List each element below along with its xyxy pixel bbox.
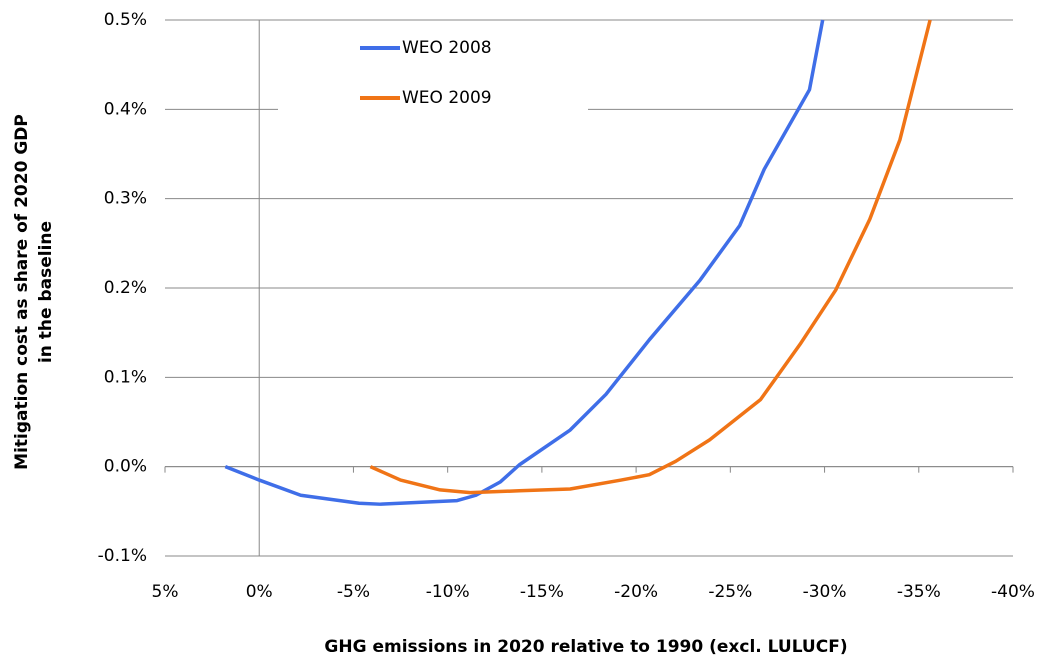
x-tick-label: 5% xyxy=(152,582,179,602)
y-tick-label: 0.2% xyxy=(104,278,147,298)
legend-label: WEO 2009 xyxy=(402,88,492,108)
x-tick-label: -10% xyxy=(426,582,470,602)
y-axis-title: in the baseline xyxy=(36,221,56,363)
x-axis-title: GHG emissions in 2020 relative to 1990 (… xyxy=(324,637,847,657)
legend-box xyxy=(278,30,588,118)
line xyxy=(369,19,932,495)
y-tick-label: -0.1% xyxy=(98,546,147,566)
line xyxy=(224,19,825,506)
x-tick-label: 0% xyxy=(246,582,273,602)
legend-label: WEO 2008 xyxy=(402,38,492,58)
y-tick-label: 0.1% xyxy=(104,367,147,387)
y-tick-label: 0.5% xyxy=(104,10,147,30)
x-tick-label: -15% xyxy=(520,582,564,602)
x-tick-label: -25% xyxy=(708,582,752,602)
y-tick-label: 0.0% xyxy=(104,457,147,477)
x-tick-label: -30% xyxy=(803,582,847,602)
x-tick-label: -5% xyxy=(337,582,370,602)
x-tick-label: -40% xyxy=(991,582,1035,602)
y-tick-label: 0.3% xyxy=(104,189,147,209)
x-tick-label: -35% xyxy=(897,582,941,602)
y-tick-label: 0.4% xyxy=(104,99,147,119)
x-tick-label: -20% xyxy=(614,582,658,602)
y-axis-title: Mitigation cost as share of 2020 GDP xyxy=(12,114,32,470)
